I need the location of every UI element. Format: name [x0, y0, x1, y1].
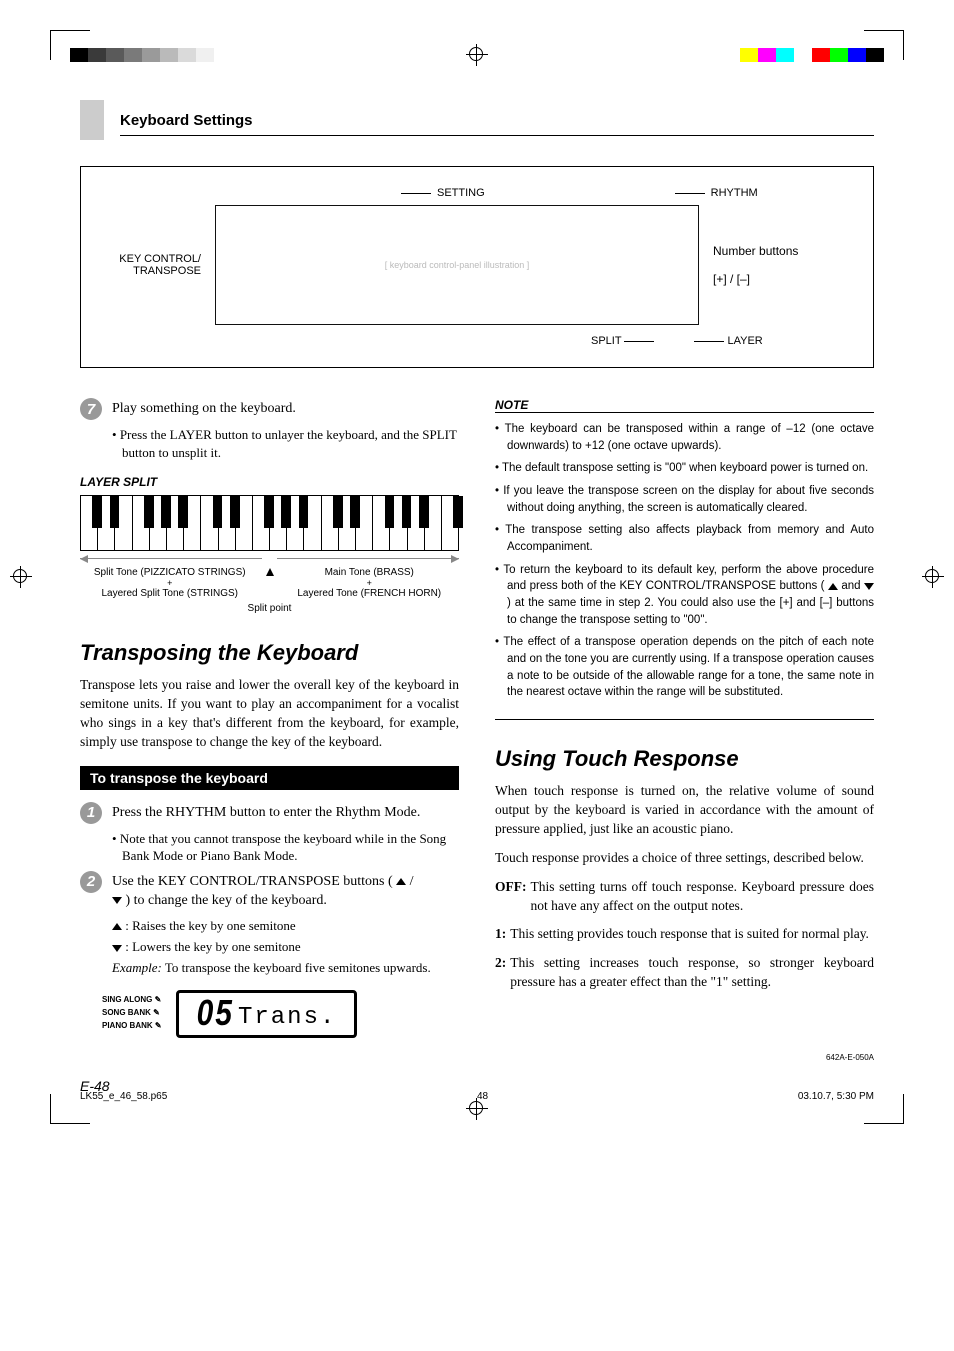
note-item: The keyboard can be transposed within a … [495, 421, 874, 454]
split-right-sub: Layered Tone (FRENCH HORN) [280, 588, 460, 599]
divider [495, 719, 874, 720]
label-plus-minus: [+] / [–] [713, 272, 843, 286]
step-text: Play something on the keyboard. [112, 398, 459, 419]
label-split: SPLIT [591, 335, 654, 347]
header-tab [80, 100, 104, 140]
page-header: Keyboard Settings [80, 100, 874, 136]
piano-keys-diagram [80, 495, 459, 551]
plus-icon: + [80, 578, 260, 588]
crosshair-icon [466, 1098, 488, 1120]
note-item: If you leave the transpose screen on the… [495, 483, 874, 516]
lcd-display: SING ALONG ✎SONG BANK ✎PIANO BANK ✎ 05 T… [102, 990, 459, 1038]
split-point-label: Split point [80, 603, 459, 614]
note-item: The default transpose setting is "00" wh… [495, 460, 874, 477]
step-2: 2 Use the KEY CONTROL/TRANSPOSE buttons … [80, 871, 459, 911]
heading-touch-response: Using Touch Response [495, 746, 874, 772]
step-7: 7 Play something on the keyboard. [80, 398, 459, 420]
line-raises: : Raises the key by one semitone [112, 917, 459, 935]
example-line: Example: To transpose the keyboard five … [112, 960, 459, 976]
label-number-buttons: Number buttons [713, 244, 843, 258]
step-bullet: Press the LAYER button to unlayer the ke… [112, 426, 459, 461]
lcd-value: 05 [197, 993, 234, 1034]
note-heading: NOTE [495, 398, 874, 413]
label-setting: SETTING [401, 187, 485, 199]
heading-transposing: Transposing the Keyboard [80, 640, 459, 666]
chevron-up-icon [396, 878, 406, 885]
step-number-icon: 2 [80, 871, 102, 893]
range-arrows [80, 555, 459, 563]
page-title: Keyboard Settings [120, 112, 874, 136]
up-arrow-icon [266, 568, 274, 576]
touch-paragraph-2: Touch response provides a choice of thre… [495, 849, 874, 868]
keyboard-diagram: SETTING RHYTHM KEY CONTROL/ TRANSPOSE [ … [80, 166, 874, 368]
setting-item: 1:This setting provides touch response t… [495, 925, 874, 944]
setting-item: 2:This setting increases touch response,… [495, 954, 874, 992]
note-item: The transpose setting also affects playb… [495, 522, 874, 555]
subheading-transpose: To transpose the keyboard [80, 766, 459, 790]
note-list: The keyboard can be transposed within a … [495, 421, 874, 701]
left-column: 7 Play something on the keyboard. Press … [80, 398, 459, 1038]
chevron-down-icon [112, 897, 122, 904]
split-right-main: Main Tone (BRASS) [280, 567, 460, 578]
document-code: 642A-E-050A [826, 1053, 874, 1062]
step-text: Use the KEY CONTROL/TRANSPOSE buttons ( … [112, 871, 459, 911]
step-number-icon: 7 [80, 398, 102, 420]
step-number-icon: 1 [80, 802, 102, 824]
chevron-down-icon [112, 945, 122, 952]
layer-split-label: LAYER SPLIT [80, 475, 459, 489]
step-text: Press the RHYTHM button to enter the Rhy… [112, 802, 459, 823]
step-bullet: Note that you cannot transpose the keybo… [112, 830, 459, 865]
touch-paragraph-1: When touch response is turned on, the re… [495, 782, 874, 839]
keyboard-illustration: [ keyboard control-panel illustration ] [215, 205, 699, 325]
chevron-up-icon [112, 923, 122, 930]
lcd-screen: 05 Trans. [176, 990, 358, 1038]
split-left-main: Split Tone (PIZZICATO STRINGS) [80, 567, 260, 578]
note-item: The effect of a transpose operation depe… [495, 634, 874, 701]
lcd-text: Trans. [238, 1004, 336, 1031]
step-1: 1 Press the RHYTHM button to enter the R… [80, 802, 459, 824]
touch-settings-list: OFF:This setting turns off touch respons… [495, 878, 874, 992]
lcd-side-labels: SING ALONG ✎SONG BANK ✎PIANO BANK ✎ [102, 994, 162, 1032]
registration-bottom [0, 1094, 954, 1124]
split-labels: Split Tone (PIZZICATO STRINGS) + Layered… [80, 567, 459, 599]
label-rhythm: RHYTHM [675, 187, 758, 199]
plus-icon: + [280, 578, 460, 588]
label-layer: LAYER [694, 335, 762, 347]
line-lowers: : Lowers the key by one semitone [112, 938, 459, 956]
right-column: NOTE The keyboard can be transposed with… [495, 398, 874, 1038]
note-item: To return the keyboard to its default ke… [495, 562, 874, 629]
label-keycontrol: KEY CONTROL/ TRANSPOSE [111, 253, 201, 277]
transposing-paragraph: Transpose lets you raise and lower the o… [80, 676, 459, 752]
split-left-sub: Layered Split Tone (STRINGS) [80, 588, 260, 599]
setting-item: OFF:This setting turns off touch respons… [495, 878, 874, 916]
